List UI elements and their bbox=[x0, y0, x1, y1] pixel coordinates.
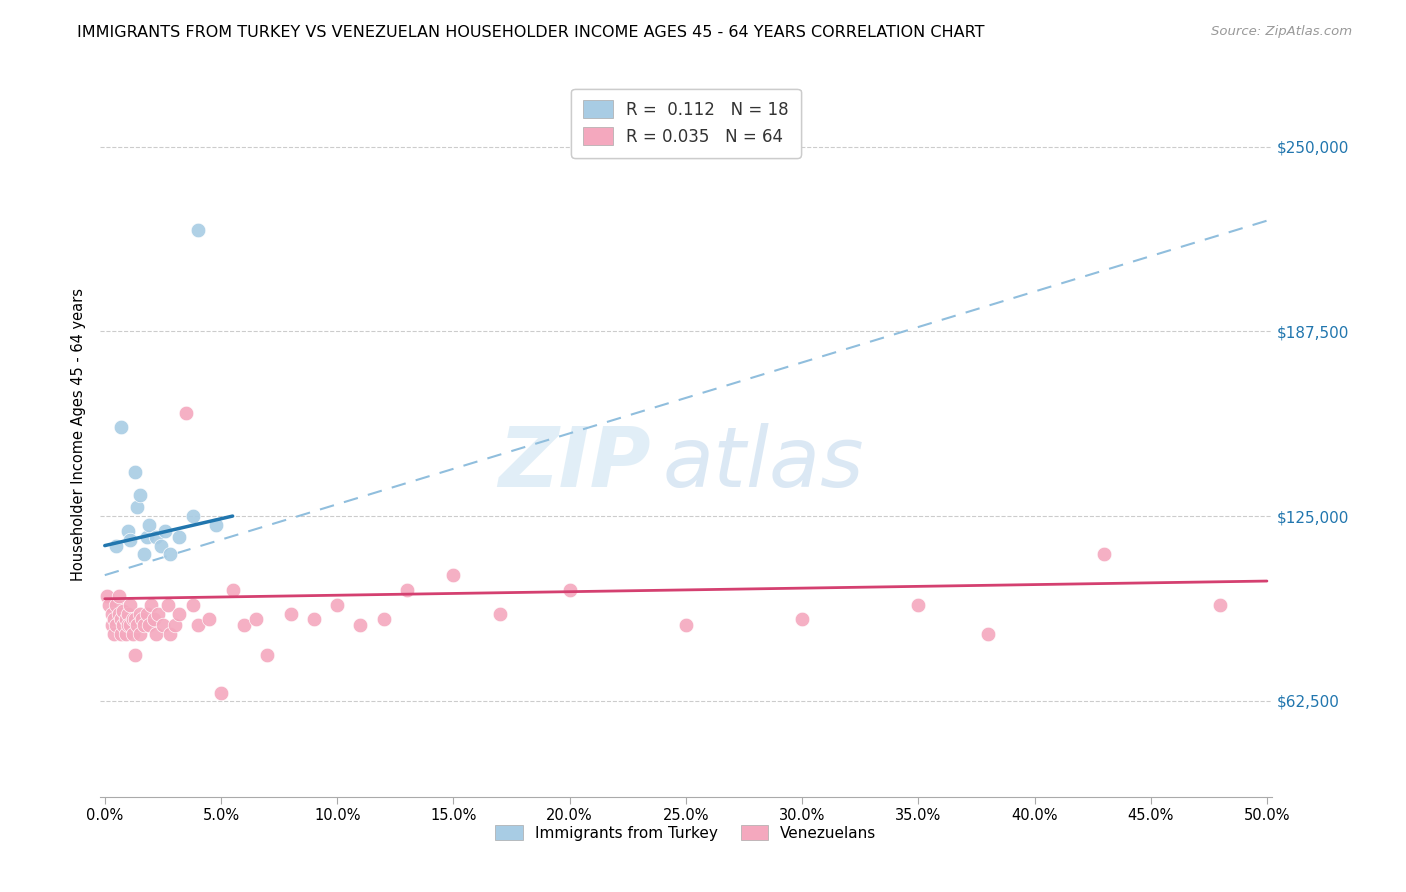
Point bbox=[141, 598, 163, 612]
Point bbox=[105, 618, 128, 632]
Point bbox=[156, 598, 179, 612]
Point bbox=[977, 627, 1000, 641]
Point bbox=[233, 618, 256, 632]
Point bbox=[117, 524, 139, 538]
Point bbox=[441, 568, 464, 582]
Point bbox=[110, 420, 132, 434]
Point bbox=[103, 612, 125, 626]
Point bbox=[105, 598, 128, 612]
Point bbox=[124, 612, 146, 626]
Point bbox=[198, 612, 221, 626]
Text: atlas: atlas bbox=[662, 424, 865, 504]
Point bbox=[96, 589, 118, 603]
Point bbox=[98, 598, 121, 612]
Point bbox=[110, 627, 132, 641]
Point bbox=[117, 607, 139, 621]
Point bbox=[181, 598, 204, 612]
Point bbox=[174, 406, 197, 420]
Point bbox=[148, 607, 170, 621]
Point bbox=[107, 607, 129, 621]
Point bbox=[373, 612, 395, 626]
Point bbox=[209, 686, 232, 700]
Point bbox=[790, 612, 813, 626]
Point bbox=[256, 648, 278, 662]
Point bbox=[152, 618, 174, 632]
Point bbox=[114, 627, 136, 641]
Point bbox=[134, 618, 156, 632]
Point bbox=[159, 627, 181, 641]
Point bbox=[135, 530, 157, 544]
Y-axis label: Householder Income Ages 45 - 64 years: Householder Income Ages 45 - 64 years bbox=[72, 288, 86, 582]
Text: ZIP: ZIP bbox=[498, 424, 651, 504]
Point bbox=[124, 648, 146, 662]
Point bbox=[187, 222, 209, 236]
Point bbox=[134, 548, 156, 562]
Point bbox=[675, 618, 697, 632]
Point bbox=[145, 530, 167, 544]
Point bbox=[128, 488, 150, 502]
Point bbox=[395, 582, 418, 597]
Point bbox=[135, 607, 157, 621]
Point bbox=[138, 517, 160, 532]
Point bbox=[131, 612, 153, 626]
Point bbox=[245, 612, 267, 626]
Point bbox=[127, 500, 149, 515]
Point bbox=[142, 612, 165, 626]
Point bbox=[127, 618, 149, 632]
Point bbox=[489, 607, 512, 621]
Point bbox=[107, 589, 129, 603]
Point bbox=[155, 524, 177, 538]
Point bbox=[167, 530, 190, 544]
Point bbox=[138, 618, 160, 632]
Point bbox=[112, 604, 135, 618]
Point bbox=[163, 618, 186, 632]
Point bbox=[145, 627, 167, 641]
Point bbox=[187, 618, 209, 632]
Point bbox=[100, 618, 122, 632]
Point bbox=[112, 618, 135, 632]
Point bbox=[181, 509, 204, 524]
Point bbox=[1209, 598, 1232, 612]
Point bbox=[120, 533, 142, 547]
Point bbox=[326, 598, 349, 612]
Point bbox=[1092, 548, 1115, 562]
Point bbox=[124, 465, 146, 479]
Point bbox=[159, 548, 181, 562]
Point bbox=[149, 539, 172, 553]
Point bbox=[117, 618, 139, 632]
Text: IMMIGRANTS FROM TURKEY VS VENEZUELAN HOUSEHOLDER INCOME AGES 45 - 64 YEARS CORRE: IMMIGRANTS FROM TURKEY VS VENEZUELAN HOU… bbox=[77, 25, 984, 40]
Point bbox=[349, 618, 371, 632]
Point bbox=[907, 598, 929, 612]
Point bbox=[221, 582, 243, 597]
Point bbox=[120, 618, 142, 632]
Point bbox=[558, 582, 581, 597]
Point bbox=[128, 627, 150, 641]
Point bbox=[121, 612, 143, 626]
Point bbox=[205, 517, 228, 532]
Point bbox=[120, 598, 142, 612]
Point bbox=[100, 607, 122, 621]
Point bbox=[114, 612, 136, 626]
Point bbox=[121, 627, 143, 641]
Point bbox=[103, 627, 125, 641]
Point bbox=[128, 607, 150, 621]
Legend: R =  0.112   N = 18, R = 0.035   N = 64: R = 0.112 N = 18, R = 0.035 N = 64 bbox=[571, 88, 800, 158]
Point bbox=[110, 612, 132, 626]
Text: Source: ZipAtlas.com: Source: ZipAtlas.com bbox=[1212, 25, 1353, 38]
Point bbox=[105, 539, 128, 553]
Point bbox=[302, 612, 325, 626]
Point bbox=[280, 607, 302, 621]
Point bbox=[167, 607, 190, 621]
